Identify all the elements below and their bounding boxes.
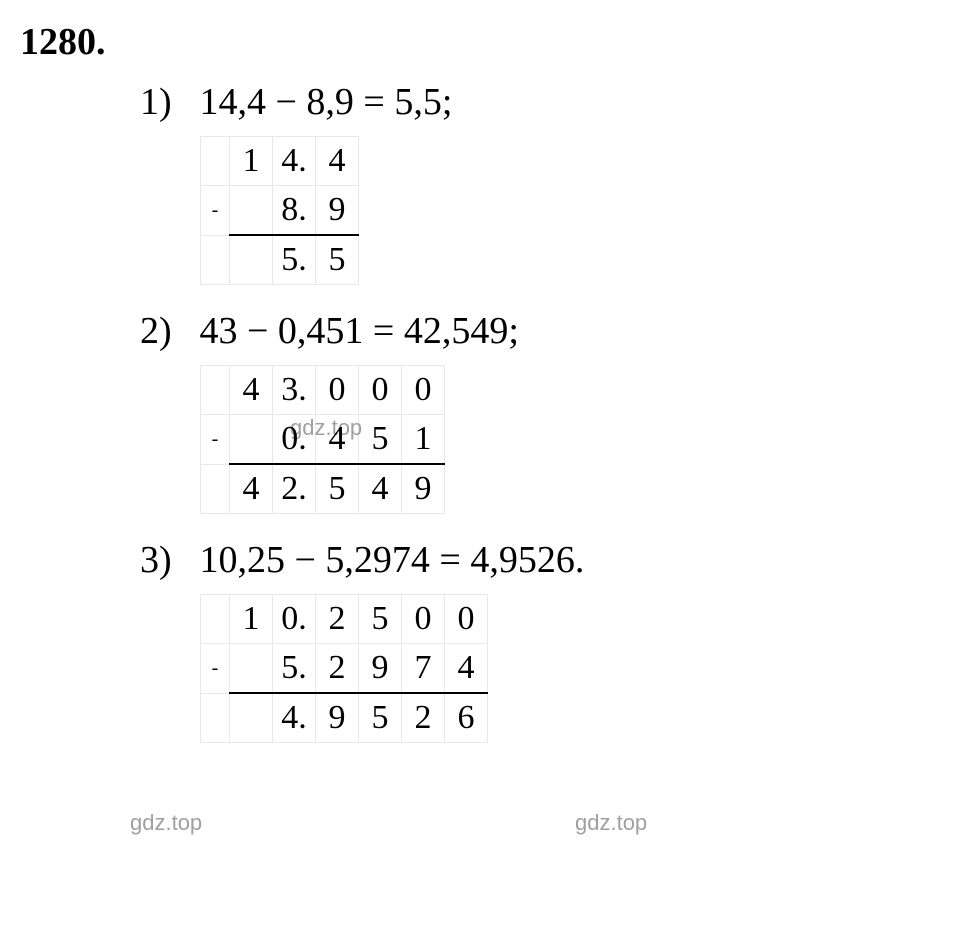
cell: 4. (273, 693, 316, 743)
cell: 2 (402, 693, 445, 743)
cell: 4 (445, 644, 488, 694)
cell: 9 (316, 693, 359, 743)
cell: 0. (273, 595, 316, 644)
item-index-3: 3) (140, 538, 190, 582)
watermark: gdz.top (130, 810, 202, 836)
cell (230, 693, 273, 743)
calc-table-1: 1 4. 4 - 8. 9 5. 5 (200, 136, 359, 285)
result-row: 5. 5 (201, 235, 359, 285)
sign-cell (201, 693, 230, 743)
cell: 4 (230, 366, 273, 415)
equation-text-3: 10,25 − 5,2974 = 4,9526. (200, 539, 585, 581)
equation-2: 2) 43 − 0,451 = 42,549; (20, 309, 947, 353)
cell: 0. (273, 415, 316, 465)
sign-cell (201, 595, 230, 644)
page-container: 1280. 1) 14,4 − 8,9 = 5,5; 1 4. 4 - 8. 9 (20, 20, 947, 743)
cell: 4. (273, 137, 316, 186)
cell: 4 (359, 464, 402, 514)
cell: 1 (402, 415, 445, 465)
cell: 5 (359, 595, 402, 644)
sign-cell (201, 464, 230, 514)
table-row: 1 4. 4 (201, 137, 359, 186)
cell: 0 (402, 366, 445, 415)
cell: 5 (359, 693, 402, 743)
cell: 1 (230, 595, 273, 644)
cell: 8. (273, 186, 316, 236)
cell: 0 (359, 366, 402, 415)
equation-text-1: 14,4 − 8,9 = 5,5; (200, 81, 453, 123)
cell: 5 (316, 235, 359, 285)
calc-table-2: 4 3. 0 0 0 - 0. 4 5 1 4 2. 5 4 9 (200, 365, 445, 514)
cell: 5. (273, 644, 316, 694)
cell: 4 (316, 137, 359, 186)
minus-sign: - (201, 644, 230, 694)
watermark: gdz.top (575, 810, 647, 836)
sign-cell (201, 235, 230, 285)
table-row: - 0. 4 5 1 (201, 415, 445, 465)
table-row: 4 3. 0 0 0 (201, 366, 445, 415)
item-3: 3) 10,25 − 5,2974 = 4,9526. 1 0. 2 5 0 0… (20, 538, 947, 743)
item-2: 2) 43 − 0,451 = 42,549; 4 3. 0 0 0 - 0. … (20, 309, 947, 514)
item-1: 1) 14,4 − 8,9 = 5,5; 1 4. 4 - 8. 9 5. 5 (20, 80, 947, 285)
cell: 6 (445, 693, 488, 743)
cell (230, 186, 273, 236)
equation-3: 3) 10,25 − 5,2974 = 4,9526. (20, 538, 947, 582)
table-row: - 5. 2 9 7 4 (201, 644, 488, 694)
cell: 9 (316, 186, 359, 236)
equation-1: 1) 14,4 − 8,9 = 5,5; (20, 80, 947, 124)
cell: 0 (445, 595, 488, 644)
cell: 1 (230, 137, 273, 186)
equation-text-2: 43 − 0,451 = 42,549; (200, 310, 519, 352)
cell: 0 (316, 366, 359, 415)
sign-cell (201, 366, 230, 415)
item-index-2: 2) (140, 309, 190, 353)
cell: 4 (316, 415, 359, 465)
cell: 5 (359, 415, 402, 465)
cell: 0 (402, 595, 445, 644)
cell: 5. (273, 235, 316, 285)
result-row: 4. 9 5 2 6 (201, 693, 488, 743)
item-index-1: 1) (140, 80, 190, 124)
minus-sign: - (201, 186, 230, 236)
cell: 4 (230, 464, 273, 514)
cell: 2 (316, 644, 359, 694)
minus-sign: - (201, 415, 230, 465)
cell (230, 415, 273, 465)
cell: 2 (316, 595, 359, 644)
table-row: - 8. 9 (201, 186, 359, 236)
cell: 9 (402, 464, 445, 514)
cell: 9 (359, 644, 402, 694)
cell: 3. (273, 366, 316, 415)
calc-table-3: 1 0. 2 5 0 0 - 5. 2 9 7 4 4. 9 5 (200, 594, 488, 743)
result-row: 4 2. 5 4 9 (201, 464, 445, 514)
sign-cell (201, 137, 230, 186)
cell: 5 (316, 464, 359, 514)
table-row: 1 0. 2 5 0 0 (201, 595, 488, 644)
cell: 7 (402, 644, 445, 694)
problem-number: 1280. (20, 20, 947, 64)
cell: 2. (273, 464, 316, 514)
cell (230, 644, 273, 694)
cell (230, 235, 273, 285)
